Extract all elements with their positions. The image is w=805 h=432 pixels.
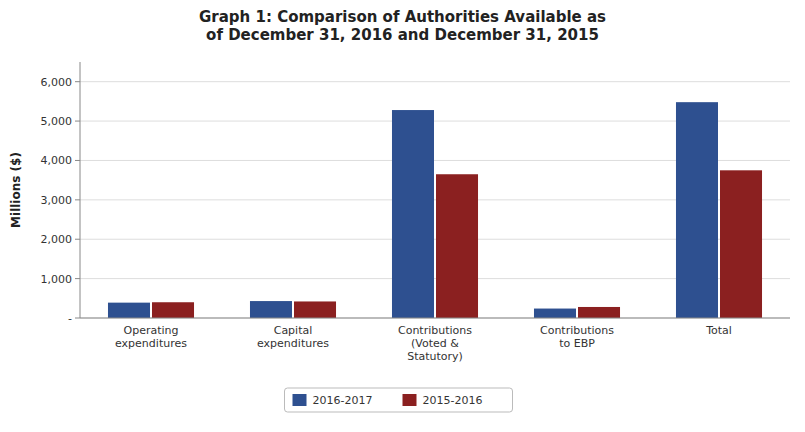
- legend-label: 2016-2017: [313, 394, 373, 407]
- legend-swatch: [293, 394, 307, 406]
- bar: [294, 301, 336, 318]
- y-tick: [75, 318, 80, 319]
- y-tick-label: 3,000: [41, 194, 73, 207]
- bars: [108, 102, 762, 318]
- bar: [578, 307, 620, 318]
- x-tick-label: Contributions(Voted &Statutory): [398, 324, 472, 363]
- bar: [436, 174, 478, 318]
- bar: [152, 302, 194, 318]
- y-tick-label: 4,000: [41, 154, 73, 167]
- bar: [676, 102, 718, 318]
- x-tick-label: Capitalexpenditures: [257, 324, 329, 350]
- legend-label: 2015-2016: [423, 394, 483, 407]
- grid-line: [80, 81, 790, 82]
- x-tick-label: Total: [705, 324, 732, 337]
- title: Graph 1: Comparison of Authorities Avail…: [199, 8, 606, 44]
- bar: [250, 301, 292, 318]
- y-tick: [75, 81, 80, 82]
- y-tick: [75, 278, 80, 279]
- y-tick: [75, 121, 80, 122]
- bar: [534, 309, 576, 318]
- y-tick: [75, 239, 80, 240]
- x-axis-line: [80, 318, 790, 319]
- legend-frame: [285, 388, 513, 412]
- x-tick-label: Operatingexpenditures: [115, 324, 187, 350]
- y-tick-label: 2,000: [41, 233, 73, 246]
- y-tick-label: 1,000: [41, 273, 73, 286]
- grid-line: [80, 318, 790, 319]
- y-tick: [75, 160, 80, 161]
- y-axis-label: Millions ($): [9, 152, 23, 228]
- y-tick: [75, 199, 80, 200]
- y-tick-label: 6,000: [41, 76, 73, 89]
- x-tick-label: Contributionsto EBP: [540, 324, 614, 350]
- chart-container: Graph 1: Comparison of Authorities Avail…: [0, 0, 805, 432]
- y-tick-label: -: [68, 312, 72, 325]
- y-tick-label: 5,000: [41, 115, 73, 128]
- legend: 2016-2017 2015-2016: [285, 388, 513, 412]
- bar: [108, 303, 150, 318]
- chart-svg: Graph 1: Comparison of Authorities Avail…: [0, 0, 805, 432]
- bar: [392, 110, 434, 318]
- bar: [720, 170, 762, 318]
- y-axis-line: [80, 62, 81, 318]
- legend-swatch: [403, 394, 417, 406]
